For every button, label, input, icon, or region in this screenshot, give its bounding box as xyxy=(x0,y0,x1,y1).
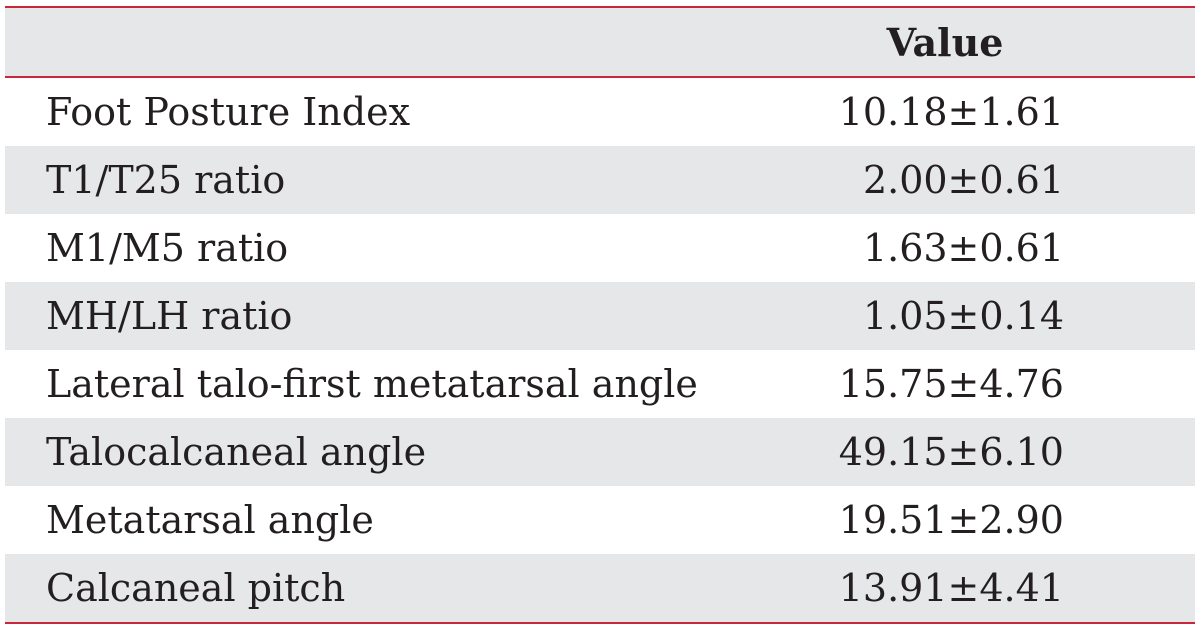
table-row: Lateral talo-first metatarsal angle 15.75… xyxy=(5,350,1195,418)
row-label: Metatarsal angle xyxy=(46,498,374,542)
row-value: 1.63±0.61 xyxy=(862,226,1064,270)
row-label: MH/LH ratio xyxy=(46,294,293,338)
row-value: 1.05±0.14 xyxy=(862,294,1064,338)
table-row: Foot Posture Index 10.18±1.61 xyxy=(5,77,1195,146)
table-row: Calcaneal pitch 13.91±4.41 xyxy=(5,554,1195,623)
data-table: Value Foot Posture Index 10.18±1.61 T1/T25… xyxy=(5,6,1195,624)
header-cell xyxy=(5,7,775,77)
row-value: 10.18±1.61 xyxy=(838,90,1064,134)
table-row: Talocalcaneal angle 49.15±6.10 xyxy=(5,418,1195,486)
row-value: 49.15±6.10 xyxy=(838,430,1064,474)
row-value: 19.51±2.90 xyxy=(838,498,1064,542)
row-label: Foot Posture Index xyxy=(46,90,411,134)
row-value: 13.91±4.41 xyxy=(838,566,1064,610)
row-value: 2.00±0.61 xyxy=(862,158,1064,202)
row-label: M1/M5 ratio xyxy=(46,226,289,270)
row-label: Lateral talo-first metatarsal angle xyxy=(46,362,698,406)
header-cell: Value xyxy=(886,19,1004,65)
header-row: Value xyxy=(5,7,1195,77)
table-row: Metatarsal angle 19.51±2.90 xyxy=(5,486,1195,554)
row-label: Talocalcaneal angle xyxy=(46,430,427,474)
table-row: MH/LH ratio 1.05±0.14 xyxy=(5,282,1195,350)
table-row: T1/T25 ratio 2.00±0.61 xyxy=(5,146,1195,214)
row-label: Calcaneal pitch xyxy=(46,566,346,610)
row-label: T1/T25 ratio xyxy=(46,158,286,202)
row-value: 15.75±4.76 xyxy=(838,362,1064,406)
table-row: M1/M5 ratio 1.63±0.61 xyxy=(5,214,1195,282)
